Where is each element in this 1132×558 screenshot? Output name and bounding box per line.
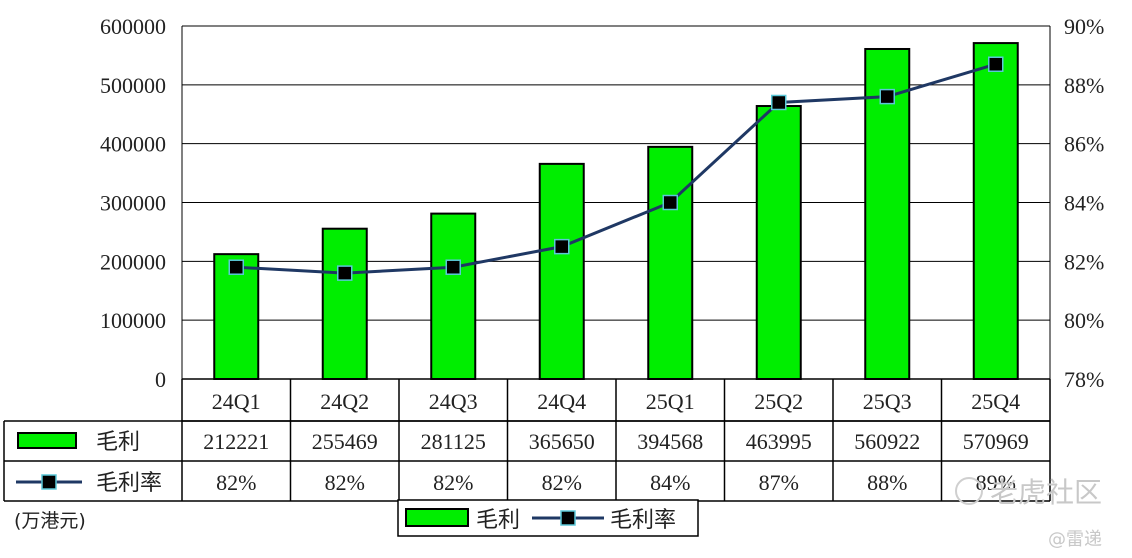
y-axis-right: 90% 88% 86% 84% 82% 80% 78% bbox=[1064, 14, 1104, 392]
table-cell: 394568 bbox=[637, 429, 703, 454]
table-cell: 570969 bbox=[963, 429, 1029, 454]
bar bbox=[430, 212, 477, 380]
table-cell: 255469 bbox=[312, 429, 378, 454]
line-point bbox=[228, 259, 244, 275]
x-tick-label: 25Q4 bbox=[971, 389, 1020, 414]
table-row-label: 毛利率 bbox=[96, 471, 162, 496]
data-table: 24Q1 24Q2 24Q3 24Q4 25Q1 25Q2 25Q3 25Q4 毛利 212221… bbox=[3, 378, 1051, 502]
line-point bbox=[337, 265, 353, 281]
line-point bbox=[445, 259, 461, 275]
bar bbox=[538, 162, 585, 380]
y2-tick-label: 84% bbox=[1064, 191, 1104, 216]
y2-tick-label: 80% bbox=[1064, 308, 1104, 333]
y-tick-label: 200000 bbox=[100, 249, 166, 274]
y2-tick-label: 90% bbox=[1064, 14, 1104, 39]
bar bbox=[972, 42, 1019, 381]
y2-tick-label: 86% bbox=[1064, 132, 1104, 157]
watermark-sub: @雷递 bbox=[1048, 529, 1102, 550]
x-tick-label: 24Q1 bbox=[212, 389, 261, 414]
legend-label: 毛利率 bbox=[610, 508, 676, 533]
table-cell: 82% bbox=[542, 470, 582, 495]
table-cell: 212221 bbox=[203, 429, 269, 454]
y-tick-label: 500000 bbox=[100, 73, 166, 98]
table-legend-marker bbox=[41, 474, 57, 490]
table-cell: 84% bbox=[650, 470, 690, 495]
bar-series bbox=[213, 42, 1019, 381]
line-point bbox=[879, 88, 895, 105]
x-tick-label: 25Q3 bbox=[863, 389, 912, 414]
x-tick-label: 25Q2 bbox=[754, 389, 803, 414]
legend-bar-swatch bbox=[405, 508, 469, 527]
table-cell: 365650 bbox=[529, 429, 595, 454]
watermark-logo-icon bbox=[955, 477, 983, 505]
plot-frame bbox=[181, 26, 1051, 379]
watermark: 老虎社区 @雷递 bbox=[955, 476, 1102, 550]
y2-tick-label: 78% bbox=[1064, 367, 1104, 392]
line-point bbox=[988, 56, 1004, 72]
table-cell: 82% bbox=[325, 470, 365, 495]
gridlines bbox=[182, 25, 1050, 380]
y2-tick-label: 82% bbox=[1064, 249, 1104, 274]
y-axis-left: 600000 500000 400000 300000 200000 100000 0 bbox=[100, 14, 166, 392]
table-cell: 82% bbox=[216, 470, 256, 495]
table-cell: 82% bbox=[433, 470, 473, 495]
bar bbox=[321, 227, 368, 380]
table-cell: 88% bbox=[867, 470, 907, 495]
y-tick-label: 600000 bbox=[100, 14, 166, 39]
line-point bbox=[554, 238, 570, 255]
x-tick-label: 25Q1 bbox=[646, 389, 695, 414]
line-series bbox=[228, 56, 1004, 281]
watermark-main: 老虎社区 bbox=[990, 476, 1102, 509]
table-cell: 463995 bbox=[746, 429, 812, 454]
line-point bbox=[662, 194, 678, 211]
x-tick-label: 24Q2 bbox=[320, 389, 369, 414]
legend-marker bbox=[560, 510, 576, 526]
table-row-label: 毛利 bbox=[96, 430, 140, 455]
unit-note: (万港元) bbox=[14, 510, 86, 532]
table-cell: 87% bbox=[759, 470, 799, 495]
legend-label: 毛利 bbox=[476, 508, 520, 533]
table-cell: 560922 bbox=[854, 429, 920, 454]
y2-tick-label: 88% bbox=[1064, 73, 1104, 98]
y-tick-label: 400000 bbox=[100, 132, 166, 157]
y-tick-label: 100000 bbox=[100, 308, 166, 333]
line-path bbox=[236, 62, 997, 275]
line-point bbox=[771, 94, 787, 111]
y-tick-label: 0 bbox=[155, 367, 166, 392]
bar bbox=[755, 105, 802, 381]
x-tick-label: 24Q4 bbox=[537, 389, 586, 414]
table-cell: 281125 bbox=[421, 429, 486, 454]
x-tick-label: 24Q3 bbox=[429, 389, 478, 414]
table-legend-bar-swatch bbox=[17, 432, 77, 449]
y-tick-label: 300000 bbox=[100, 191, 166, 216]
bar bbox=[647, 145, 694, 380]
legend: 毛利 毛利率 bbox=[397, 499, 699, 537]
